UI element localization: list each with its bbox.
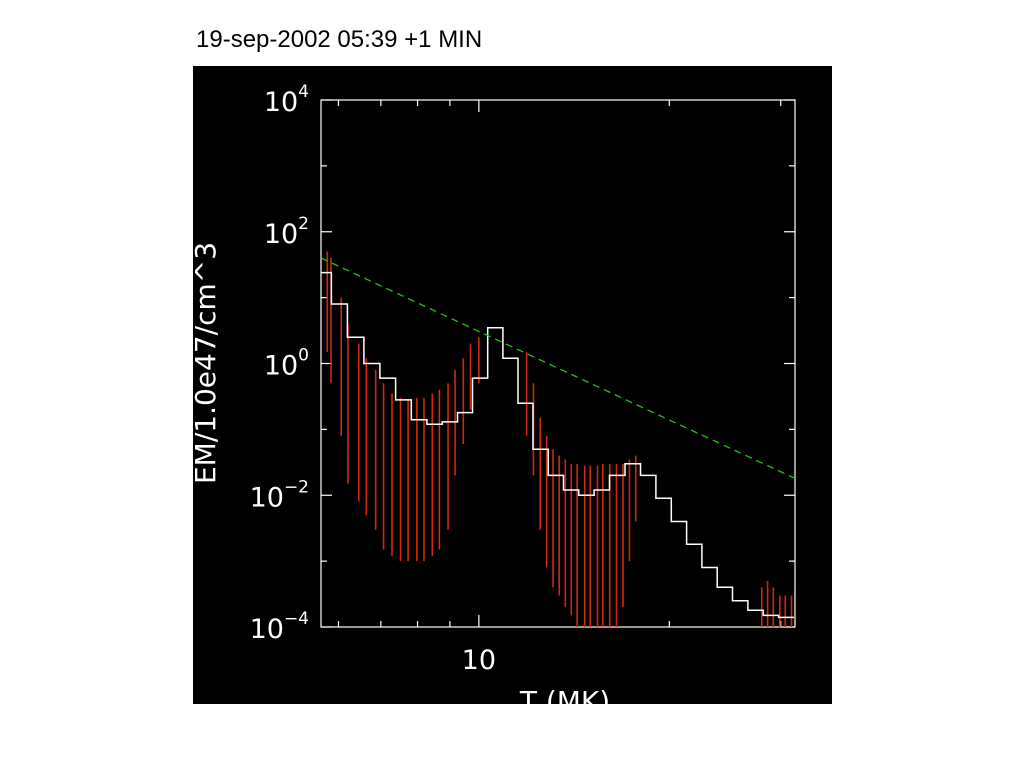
em-chart: 10−4 10−2 100 102 104 10 EM/1.0e47/cm^3 T (M… xyxy=(193,82,796,704)
fit-line xyxy=(320,257,796,479)
y-tick-label: 104 xyxy=(264,82,309,118)
x-axis-label: T (MK) xyxy=(519,685,610,704)
y-tick-label: 10−4 xyxy=(250,609,309,645)
y-axis-label: EM/1.0e47/cm^3 xyxy=(193,242,222,484)
x-tick-label: 10 xyxy=(462,645,496,676)
page-title: 19-sep-2002 05:39 +1 MIN xyxy=(196,26,483,53)
em-step-curve xyxy=(321,271,794,619)
plot-panel: 10−4 10−2 100 102 104 10 EM/1.0e47/cm^3 T (M… xyxy=(193,66,832,704)
y-tick-label: 102 xyxy=(264,214,309,250)
y-tick-label: 100 xyxy=(264,346,309,382)
y-tick-label: 10−2 xyxy=(250,477,309,513)
